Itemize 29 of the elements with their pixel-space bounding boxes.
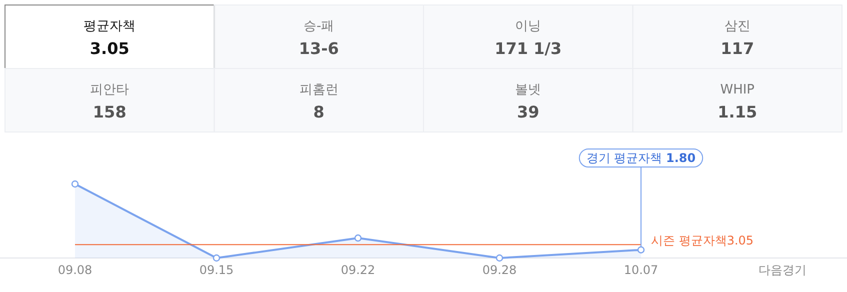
category-label: 승-패 [304, 19, 334, 34]
point [496, 254, 504, 262]
ref-line-label: 시즌 평균자책3.05 [651, 234, 754, 248]
text: 171 1/3 [494, 39, 562, 58]
text: 39 [516, 102, 540, 122]
category-label: 볼넷 [515, 82, 542, 98]
point [71, 180, 79, 188]
x-tick-label: 다음경기 [758, 263, 806, 277]
x-tick-label: 09.28 [482, 263, 517, 277]
x-tick-label: 09.15 [199, 263, 234, 277]
text: 3.05 [90, 39, 130, 58]
category-label: 삼진 [724, 19, 750, 34]
x-tick-label: 10.07 [624, 263, 658, 277]
point [212, 254, 220, 262]
text: 8 [313, 102, 324, 122]
category-label: 이닝 [515, 19, 542, 34]
category-label: 피안타 [90, 82, 130, 98]
point [354, 234, 362, 242]
text: 1.15 [718, 102, 758, 122]
annotation: 경기 평균자책 1.80 [586, 151, 696, 165]
text: 13-6 [298, 39, 339, 58]
x-tick-label: 09.22 [340, 263, 376, 277]
x-tick-label: 09.08 [58, 263, 92, 277]
point [637, 246, 645, 254]
text: 158 [92, 102, 126, 122]
category-label: 평균자책 [84, 19, 136, 34]
category-label: WHIP [720, 82, 755, 98]
text: 117 [720, 39, 754, 58]
category-label: 피홈런 [299, 82, 338, 98]
